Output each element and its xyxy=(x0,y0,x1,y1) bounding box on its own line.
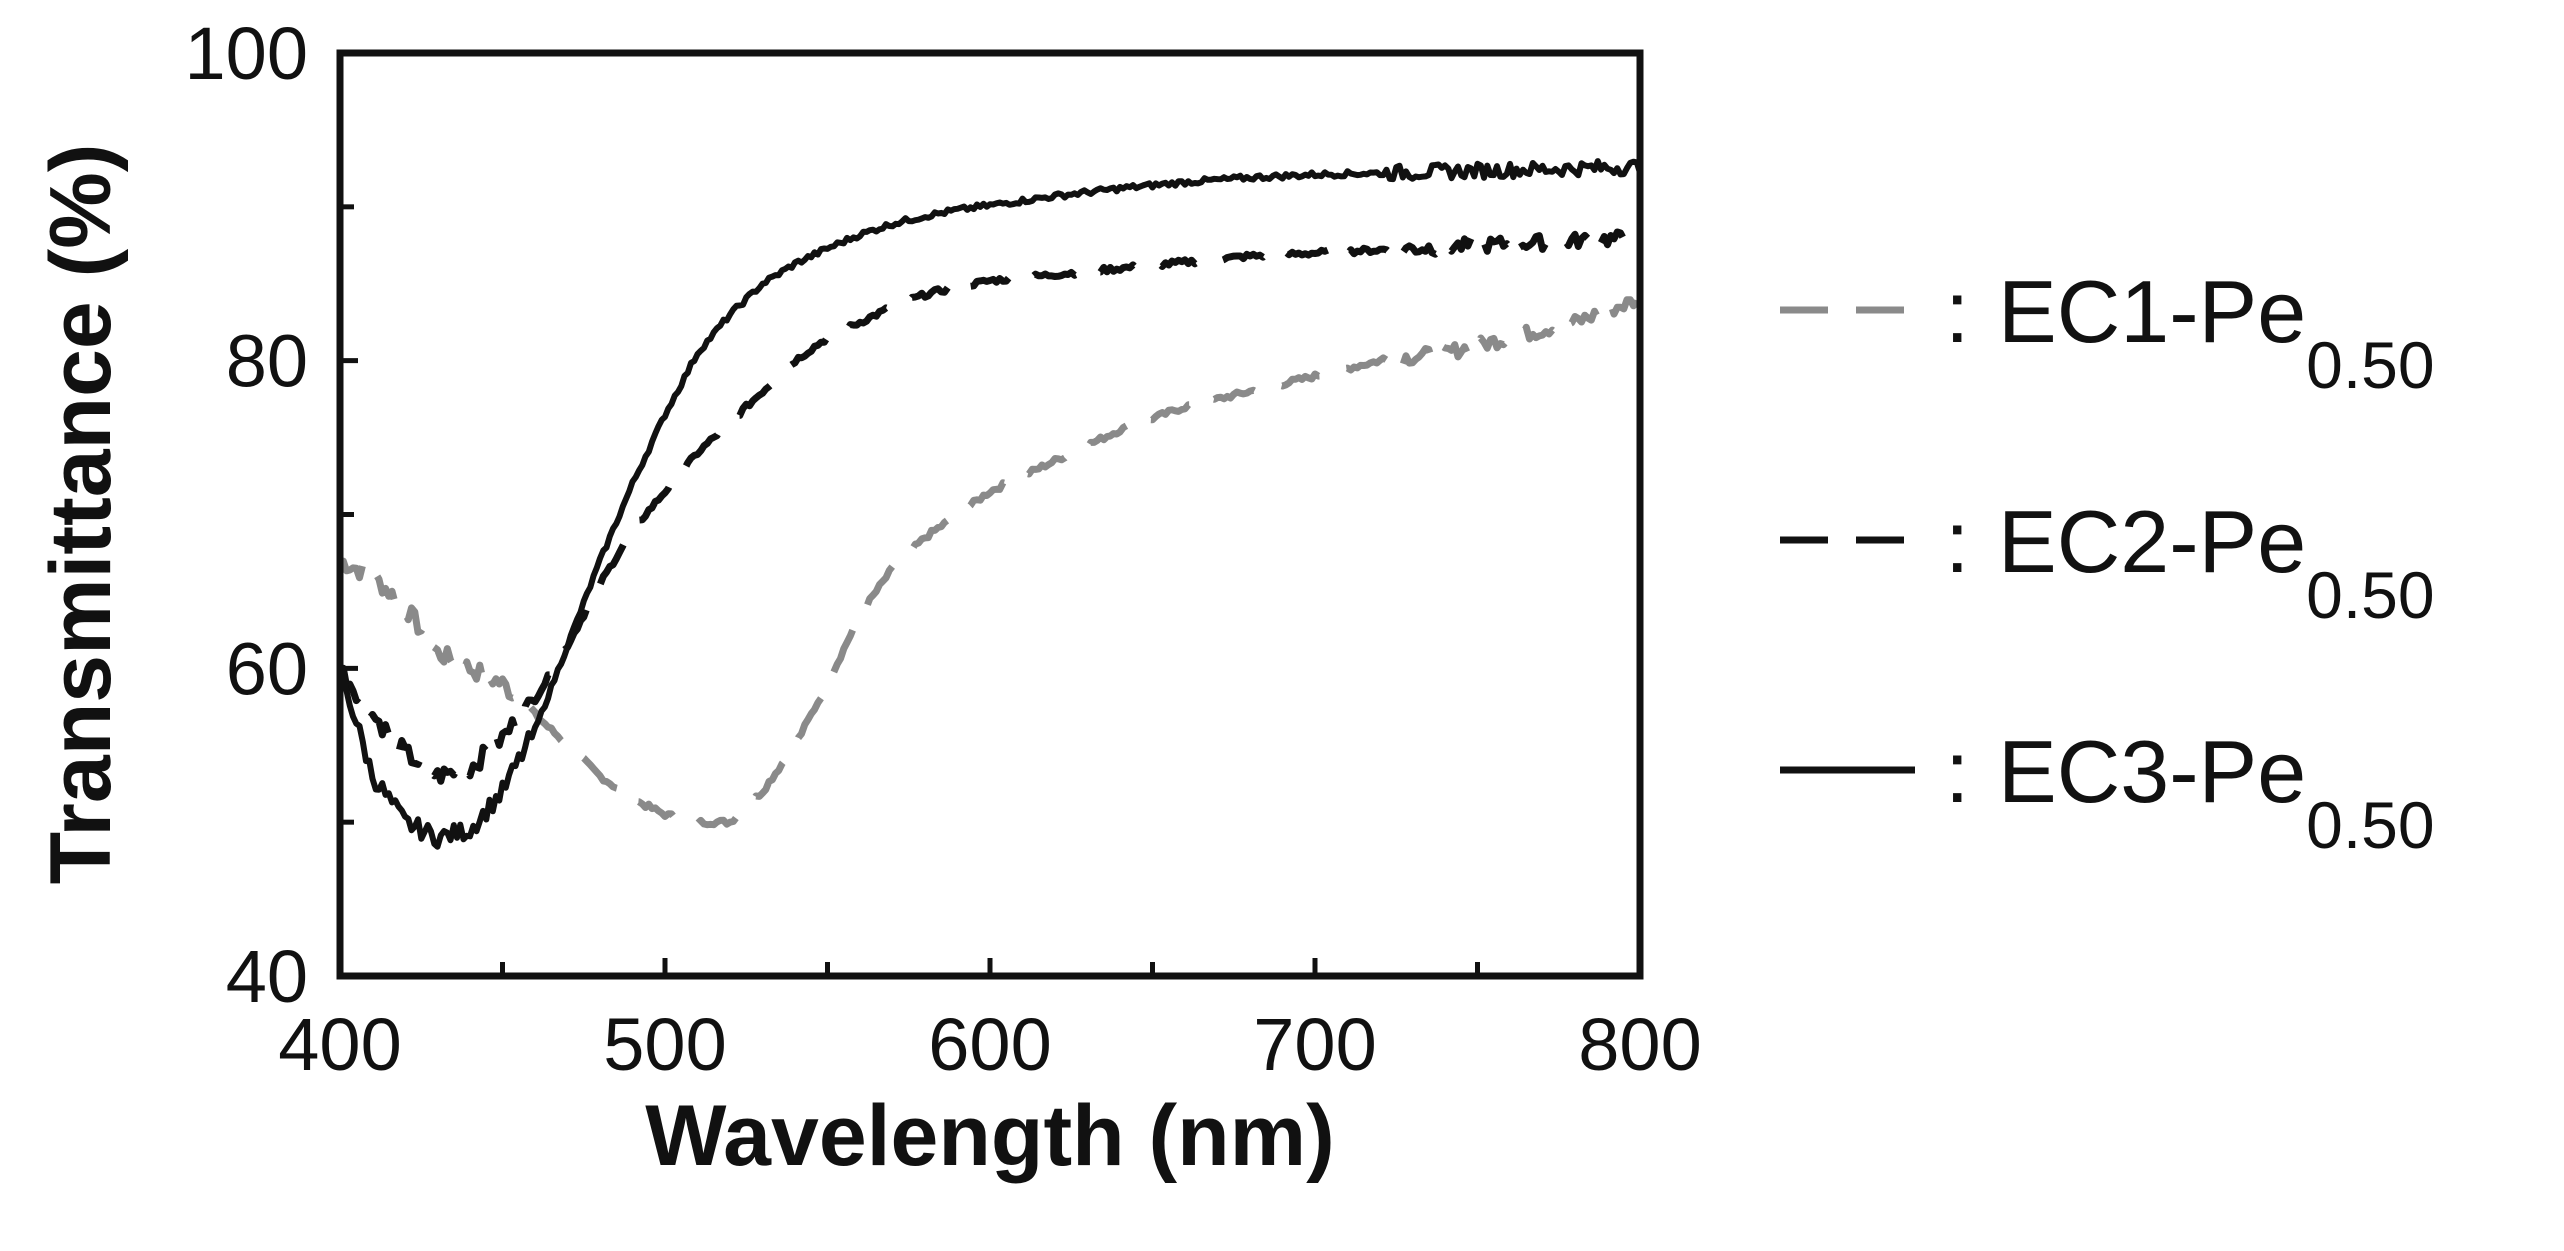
x-axis-title: Wavelength (nm) xyxy=(645,1088,1335,1184)
legend-separator: : xyxy=(1945,492,1969,591)
x-tick-label-800: 800 xyxy=(1578,1003,1701,1086)
series-line-ec2-pe xyxy=(338,228,1641,785)
x-tick-label-500: 500 xyxy=(603,1003,726,1086)
series-ec1-pe-group xyxy=(339,293,1644,829)
legend-label-subscript: 0.50 xyxy=(2306,558,2434,632)
legend-label-subscript: 0.50 xyxy=(2306,788,2434,862)
legend-separator: : xyxy=(1945,262,1969,361)
legend-label-subscript: 0.50 xyxy=(2306,328,2434,402)
x-tick-label-700: 700 xyxy=(1253,1003,1376,1086)
y-tick-label-80: 80 xyxy=(226,320,308,403)
series-ec2-pe-group xyxy=(338,228,1641,785)
legend-label-ec2-pe: EC2-Pe0.50 xyxy=(1998,492,2435,632)
ticks-layer: 400 500 600 700 800 40 60 80 100 xyxy=(185,12,1702,1086)
legend-label-ec1-pe: EC1-Pe0.50 xyxy=(1998,262,2435,402)
legend-label-main: EC2-Pe xyxy=(1998,492,2306,591)
y-tick-label-40: 40 xyxy=(226,935,308,1018)
legend-label-main: EC1-Pe xyxy=(1998,262,2306,361)
x-tick-label-600: 600 xyxy=(928,1003,1051,1086)
series-line-ec3-pe xyxy=(337,158,1643,850)
legend-item-ec3-pe: : EC3-Pe0.50 xyxy=(1780,722,2435,862)
y-tick-label-60: 60 xyxy=(226,627,308,710)
legend-separator: : xyxy=(1945,722,1969,821)
series-layer xyxy=(337,158,1644,850)
x-tick-label-400: 400 xyxy=(278,1003,401,1086)
legend: : EC1-Pe0.50: EC2-Pe0.50: EC3-Pe0.50 xyxy=(1780,262,2435,862)
legend-item-ec2-pe: : EC2-Pe0.50 xyxy=(1780,492,2435,632)
legend-label-main: EC3-Pe xyxy=(1998,722,2306,821)
y-axis-title: Transmittance (%) xyxy=(33,144,129,885)
series-ec3-pe-group xyxy=(337,158,1643,850)
series-line-ec1-pe xyxy=(339,293,1644,829)
y-tick-label-100: 100 xyxy=(185,12,308,95)
legend-label-ec3-pe: EC3-Pe0.50 xyxy=(1998,722,2435,862)
legend-item-ec1-pe: : EC1-Pe0.50 xyxy=(1780,262,2435,402)
